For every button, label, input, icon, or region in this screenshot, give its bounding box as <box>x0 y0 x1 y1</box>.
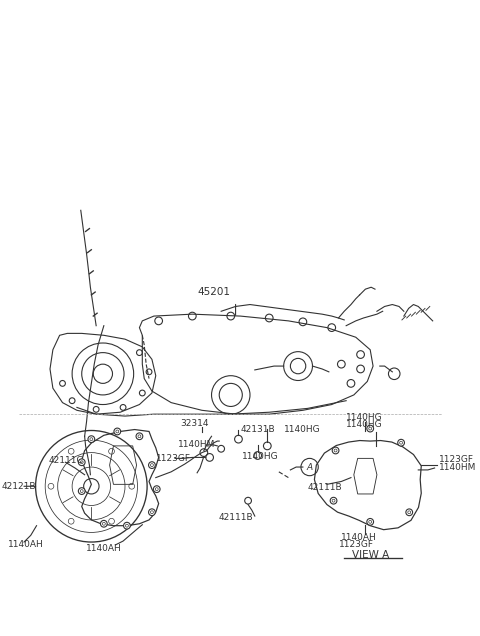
Circle shape <box>148 509 156 516</box>
Circle shape <box>367 425 373 432</box>
Text: 1123GF: 1123GF <box>338 541 373 550</box>
Circle shape <box>148 462 156 469</box>
Circle shape <box>114 428 120 435</box>
Circle shape <box>123 522 130 529</box>
Circle shape <box>88 436 95 443</box>
Text: 1140HM: 1140HM <box>178 440 215 450</box>
Text: 1140AH: 1140AH <box>86 544 122 553</box>
Text: 42131B: 42131B <box>240 425 275 434</box>
Text: 42121B: 42121B <box>2 481 36 491</box>
Text: 1140HG: 1140HG <box>346 413 383 422</box>
Circle shape <box>78 459 85 466</box>
Text: 1140HG: 1140HG <box>346 420 383 429</box>
Text: 1140AH: 1140AH <box>8 541 44 550</box>
Circle shape <box>78 488 85 494</box>
Circle shape <box>406 509 413 516</box>
Text: 42111B: 42111B <box>218 513 253 523</box>
Text: 1140HG: 1140HG <box>242 452 279 461</box>
Text: 1140HG: 1140HG <box>284 425 320 434</box>
Circle shape <box>100 520 107 527</box>
Text: 42111C: 42111C <box>48 456 83 465</box>
Text: A: A <box>307 462 312 471</box>
Circle shape <box>330 497 337 504</box>
Text: VIEW A: VIEW A <box>351 550 389 560</box>
Text: 1123GF: 1123GF <box>439 455 474 464</box>
Text: 1140HM: 1140HM <box>439 462 477 471</box>
Text: 42111B: 42111B <box>308 483 342 492</box>
Text: 1123GF: 1123GF <box>156 454 191 463</box>
Text: 1140AH: 1140AH <box>341 533 377 542</box>
Circle shape <box>367 518 373 525</box>
Circle shape <box>136 433 143 439</box>
Circle shape <box>398 439 405 446</box>
Circle shape <box>332 447 339 454</box>
Text: 32314: 32314 <box>181 419 209 428</box>
Circle shape <box>154 486 160 492</box>
Text: 45201: 45201 <box>197 287 230 297</box>
